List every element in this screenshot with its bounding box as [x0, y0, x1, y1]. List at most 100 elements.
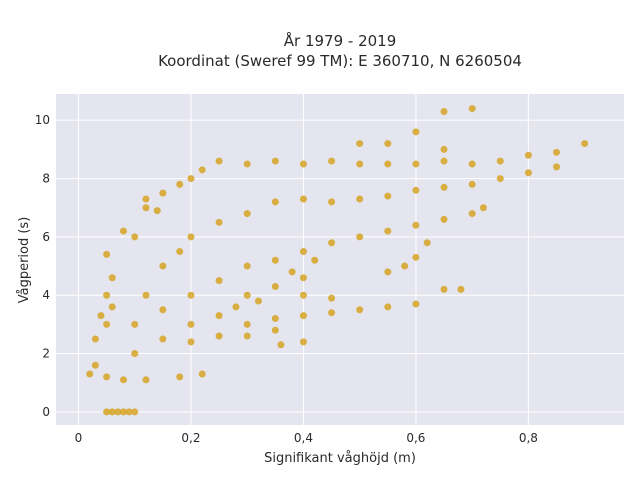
y-tick-label: 10 [35, 113, 50, 127]
data-point [496, 157, 504, 165]
grid-lines [56, 94, 624, 425]
data-point [142, 291, 150, 299]
data-point [271, 198, 279, 206]
data-point [271, 157, 279, 165]
data-point [412, 128, 420, 136]
data-point [311, 256, 319, 264]
data-point [328, 239, 336, 247]
data-point [468, 210, 476, 218]
data-point [440, 145, 448, 153]
data-point [131, 408, 139, 416]
data-point [159, 189, 167, 197]
data-point [187, 291, 195, 299]
data-point [299, 312, 307, 320]
y-tick-label: 6 [42, 230, 50, 244]
data-point [108, 408, 116, 416]
x-axis-label: Signifikant våghöjd (m) [264, 451, 416, 466]
data-point [356, 160, 364, 168]
data-point [103, 250, 111, 258]
data-point [384, 140, 392, 148]
data-point [581, 140, 589, 148]
x-axis-ticks: 0 0,2 0,4 0,6 0,8 [75, 431, 538, 445]
data-point [271, 315, 279, 323]
data-point [384, 227, 392, 235]
data-point [198, 166, 206, 174]
data-point [524, 151, 532, 159]
data-point [384, 268, 392, 276]
data-point [440, 285, 448, 293]
data-point [159, 306, 167, 314]
data-point [440, 157, 448, 165]
data-point [215, 332, 223, 340]
data-point [243, 332, 251, 340]
x-tick-label: 0,2 [181, 431, 200, 445]
data-point [215, 157, 223, 165]
data-point [103, 291, 111, 299]
data-point [215, 218, 223, 226]
data-point [468, 180, 476, 188]
data-point [412, 221, 420, 229]
data-point [119, 227, 127, 235]
data-point [440, 215, 448, 223]
data-point [243, 160, 251, 168]
data-point [299, 338, 307, 346]
data-point [119, 376, 127, 384]
data-point [91, 361, 99, 369]
data-point [288, 268, 296, 276]
data-point [412, 253, 420, 261]
data-point [468, 105, 476, 113]
data-point [187, 175, 195, 183]
data-point [91, 335, 99, 343]
chart-title-line-2: Koordinat (Sweref 99 TM): E 360710, N 62… [158, 52, 522, 70]
data-point [384, 160, 392, 168]
data-point [271, 282, 279, 290]
x-tick-label: 0,8 [519, 431, 538, 445]
data-point [243, 210, 251, 218]
data-point [328, 309, 336, 317]
y-axis-ticks: 0 2 4 6 8 10 [35, 113, 50, 419]
data-point [412, 186, 420, 194]
data-point [215, 312, 223, 320]
data-point [553, 148, 561, 156]
data-point [423, 239, 431, 247]
data-point [412, 160, 420, 168]
data-point [108, 274, 116, 282]
data-point [119, 408, 127, 416]
data-point [97, 312, 105, 320]
data-point [108, 303, 116, 311]
data-point [440, 183, 448, 191]
data-point [187, 320, 195, 328]
data-point [243, 262, 251, 270]
data-point [271, 326, 279, 334]
data-points [86, 105, 589, 416]
data-point [356, 233, 364, 241]
data-point [176, 180, 184, 188]
data-point [468, 160, 476, 168]
data-point [142, 376, 150, 384]
data-point [328, 198, 336, 206]
chart-title-line-1: År 1979 - 2019 [284, 31, 397, 50]
data-point [131, 350, 139, 358]
data-point [553, 163, 561, 171]
data-point [176, 373, 184, 381]
plot-area [56, 94, 624, 425]
data-point [328, 157, 336, 165]
data-point [103, 320, 111, 328]
data-point [131, 233, 139, 241]
data-point [496, 175, 504, 183]
y-tick-label: 0 [42, 405, 50, 419]
data-point [384, 303, 392, 311]
data-point [153, 207, 161, 215]
data-point [187, 233, 195, 241]
data-point [254, 297, 262, 305]
data-point [159, 262, 167, 270]
data-point [125, 408, 133, 416]
data-point [176, 247, 184, 255]
data-point [103, 408, 111, 416]
data-point [299, 160, 307, 168]
data-point [277, 341, 285, 349]
x-tick-label: 0 [75, 431, 83, 445]
data-point [232, 303, 240, 311]
data-point [356, 140, 364, 148]
